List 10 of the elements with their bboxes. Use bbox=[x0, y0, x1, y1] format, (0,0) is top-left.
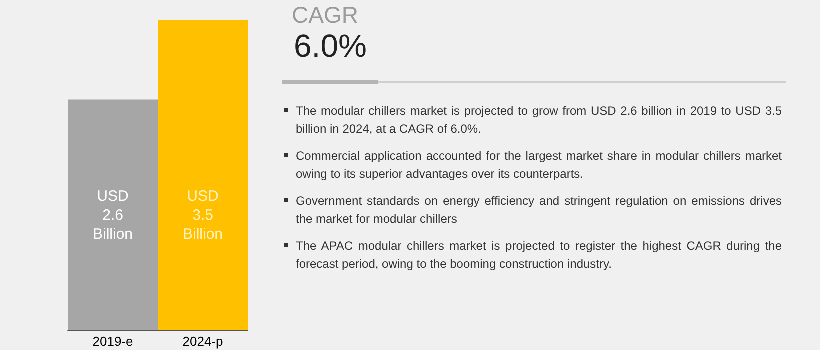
text: 6.0% bbox=[294, 28, 367, 65]
data-label: USD 2.6 Billion bbox=[92, 188, 134, 243]
text: The modular chillers market is projected to grow from USD 2.6 billion in 2019 to USD 3.5 billion in 2024, at a CAGR of 6.0%. bbox=[296, 104, 782, 136]
data-label: USD 3.5 Billion bbox=[182, 188, 224, 243]
text: Commercial application accounted for the largest market share in modular chillers market owing to its superior advantages over its counterparts. bbox=[296, 149, 782, 181]
text: CAGR bbox=[292, 2, 358, 29]
x-tick-label: 2024-p bbox=[182, 334, 224, 349]
text: The APAC modular chillers market is projected to register the highest CAGR during the forecast period, owing to the booming construction industry. bbox=[296, 239, 782, 271]
text: Government standards on energy efficiency and stringent regulation on emissions drives the market for modular chillers bbox=[296, 194, 782, 226]
x-tick-label: 2019-e bbox=[92, 334, 134, 349]
